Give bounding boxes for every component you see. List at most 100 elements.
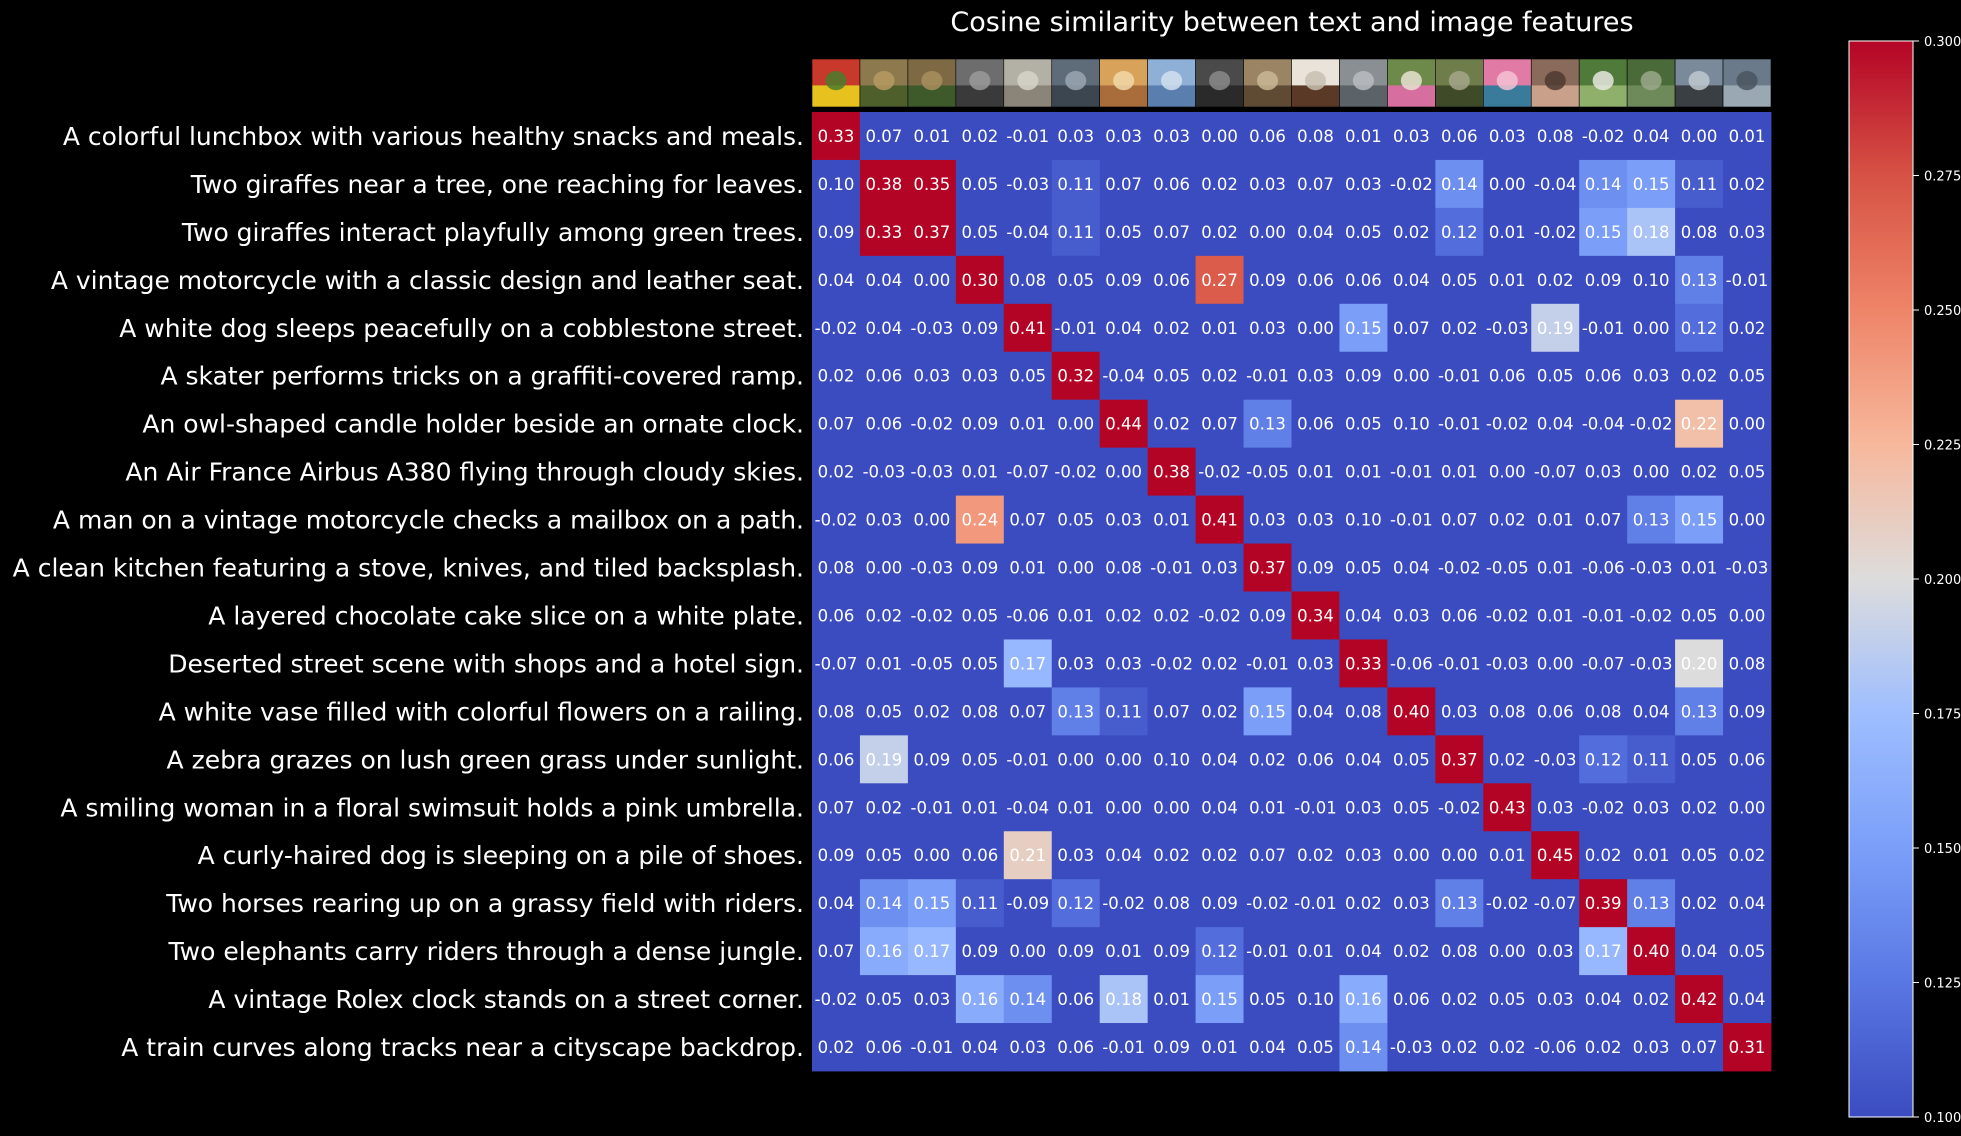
cell-value-label: -0.01 bbox=[1582, 319, 1625, 338]
heatmap-cell bbox=[1579, 303, 1628, 353]
cell-value-label: 0.02 bbox=[1297, 846, 1334, 865]
heatmap-cell bbox=[1483, 543, 1532, 592]
cell-value-label: 0.05 bbox=[961, 223, 998, 242]
cell-value-label: 0.00 bbox=[1441, 846, 1478, 865]
heatmap-cell bbox=[1483, 447, 1532, 496]
cell-value-label: 0.03 bbox=[1489, 127, 1526, 146]
heatmap-cell bbox=[1051, 351, 1101, 401]
heatmap-cell bbox=[1339, 255, 1388, 305]
cell-value-label: 0.01 bbox=[1489, 271, 1526, 290]
heatmap-cell bbox=[1003, 543, 1053, 592]
heatmap-cell bbox=[1291, 207, 1340, 257]
heatmap-cell bbox=[1387, 255, 1436, 305]
cell-value-label: 0.06 bbox=[1345, 271, 1382, 290]
heatmap-cell bbox=[1627, 1023, 1676, 1072]
heatmap-cell bbox=[1579, 975, 1628, 1024]
heatmap-cell bbox=[907, 927, 957, 976]
cell-value-label: 0.01 bbox=[1249, 798, 1286, 817]
column-thumbnail bbox=[1530, 58, 1580, 108]
cell-value-label: -0.01 bbox=[1246, 942, 1289, 961]
heatmap-cell bbox=[1387, 783, 1436, 832]
cell-value-label: 0.10 bbox=[818, 175, 855, 194]
cell-value-label: 0.01 bbox=[1057, 798, 1094, 817]
cell-value-label: 0.02 bbox=[1153, 415, 1190, 434]
heatmap-cell bbox=[1723, 207, 1772, 257]
cell-value-label: 0.03 bbox=[1105, 127, 1142, 146]
cell-value-label: 0.40 bbox=[1393, 702, 1430, 721]
heatmap-cell bbox=[1579, 783, 1628, 832]
heatmap-cell bbox=[1195, 687, 1244, 736]
cell-value-label: 0.07 bbox=[1153, 223, 1190, 242]
heatmap-cell bbox=[1147, 159, 1196, 209]
cell-value-label: 0.07 bbox=[818, 942, 855, 961]
cell-value-label: 0.07 bbox=[1201, 415, 1238, 434]
cell-value-label: 0.14 bbox=[1441, 175, 1478, 194]
heatmap-cell bbox=[1291, 879, 1340, 928]
colorbar-gradient bbox=[1848, 40, 1914, 1118]
heatmap-cell bbox=[1003, 927, 1053, 976]
heatmap-cell bbox=[1531, 447, 1580, 496]
cell-value-label: 0.01 bbox=[1537, 511, 1574, 530]
heatmap-cell bbox=[1435, 207, 1484, 257]
heatmap-cell bbox=[1723, 543, 1772, 592]
cell-value-label: 0.06 bbox=[1297, 750, 1334, 769]
cell-value-label: 0.13 bbox=[1057, 702, 1094, 721]
cell-value-label: 0.02 bbox=[818, 1038, 855, 1057]
colorbar-tick-label: 0.300 bbox=[1924, 35, 1961, 50]
cell-value-label: 0.02 bbox=[1489, 750, 1526, 769]
heatmap-cell bbox=[1147, 975, 1196, 1024]
colorbar-tick-label: 0.125 bbox=[1924, 977, 1961, 992]
cell-value-label: -0.04 bbox=[1102, 367, 1145, 386]
cell-value-label: 0.04 bbox=[1201, 798, 1238, 817]
cell-value-label: 0.14 bbox=[1345, 1038, 1382, 1057]
cell-value-label: 0.00 bbox=[914, 271, 951, 290]
heatmap-cell bbox=[1387, 543, 1436, 592]
cell-value-label: 0.02 bbox=[1729, 175, 1766, 194]
cell-value-label: 0.02 bbox=[1441, 319, 1478, 338]
cell-value-label: 0.13 bbox=[1633, 894, 1670, 913]
heatmap-cell bbox=[1051, 831, 1101, 880]
heatmap-cell bbox=[907, 687, 957, 736]
heatmap-cell bbox=[1531, 207, 1580, 257]
heatmap-cell bbox=[1339, 495, 1388, 544]
heatmap-cell bbox=[1291, 255, 1340, 305]
cell-value-label: 0.11 bbox=[961, 894, 998, 913]
cell-value-label: 0.06 bbox=[818, 606, 855, 625]
heatmap-cell bbox=[1051, 255, 1101, 305]
cell-value-label: 0.05 bbox=[1729, 942, 1766, 961]
heatmap-cell bbox=[1243, 1023, 1292, 1072]
cell-value-label: 0.10 bbox=[1633, 271, 1670, 290]
cell-value-label: -0.01 bbox=[1054, 319, 1097, 338]
heatmap-cell bbox=[1387, 303, 1436, 353]
heatmap-cell bbox=[1675, 399, 1724, 449]
heatmap-cell bbox=[1243, 783, 1292, 832]
heatmap-cell bbox=[812, 735, 861, 784]
heatmap-cell bbox=[1675, 447, 1724, 496]
heatmap-cell bbox=[859, 543, 909, 592]
heatmap-cell bbox=[1387, 399, 1436, 449]
heatmap-cell bbox=[1147, 1023, 1196, 1072]
heatmap-cell bbox=[955, 495, 1005, 544]
cell-value-label: 0.09 bbox=[1585, 271, 1622, 290]
cell-value-label: 0.15 bbox=[1345, 319, 1382, 338]
cell-value-label: 0.00 bbox=[1489, 463, 1526, 482]
heatmap-cell bbox=[1003, 831, 1053, 880]
cell-value-label: -0.03 bbox=[911, 319, 954, 338]
cell-value-label: 0.00 bbox=[1105, 463, 1142, 482]
cell-value-label: -0.07 bbox=[1582, 654, 1625, 673]
heatmap-cell bbox=[1531, 1023, 1580, 1072]
cell-value-label: 0.14 bbox=[866, 894, 903, 913]
column-thumbnail bbox=[1483, 58, 1532, 108]
heatmap-cell bbox=[1099, 447, 1149, 496]
cell-value-label: 0.01 bbox=[1057, 606, 1094, 625]
heatmap-cell bbox=[1195, 591, 1244, 640]
column-thumbnail bbox=[907, 58, 957, 108]
cell-value-label: -0.02 bbox=[815, 319, 858, 338]
heatmap-cell bbox=[1483, 255, 1532, 305]
cell-value-label: 0.00 bbox=[1105, 798, 1142, 817]
heatmap-cell bbox=[1675, 543, 1724, 592]
heatmap-cell bbox=[1531, 591, 1580, 640]
cell-value-label: 0.01 bbox=[1633, 846, 1670, 865]
heatmap-cell bbox=[1675, 591, 1724, 640]
heatmap-cell bbox=[1291, 447, 1340, 496]
